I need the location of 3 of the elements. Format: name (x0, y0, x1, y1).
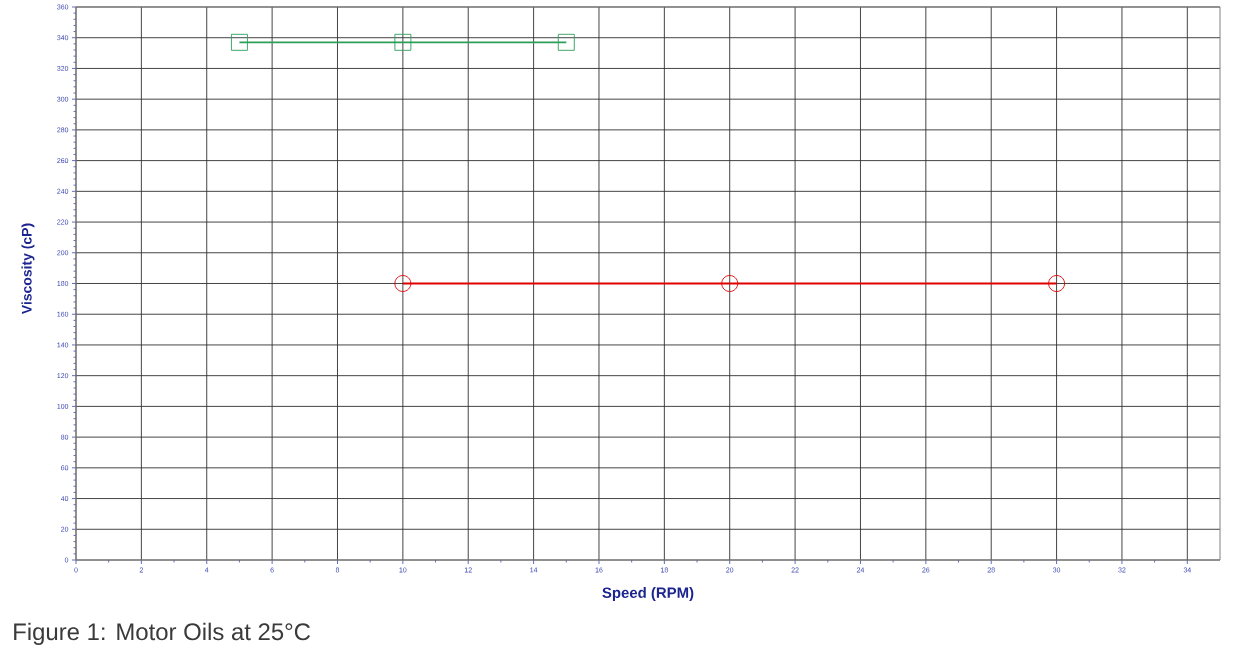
x-axis-title: Speed (RPM) (602, 587, 694, 601)
caption: Figure 1: Motor Oils at 25°C (14, 622, 311, 645)
y-axis-title: Viscosity (cP) (21, 223, 35, 315)
